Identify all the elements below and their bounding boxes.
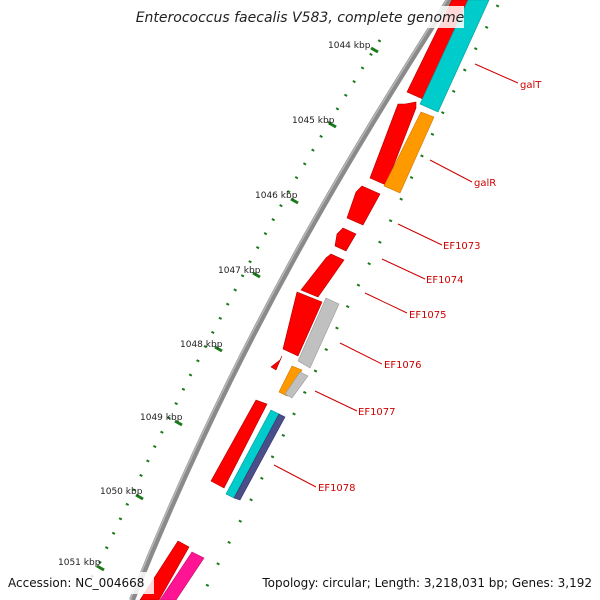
feature-navy-EF1078 bbox=[233, 413, 286, 501]
feature-grey-EF1077 bbox=[284, 371, 309, 399]
kbp-label-1051: 1051 kbp bbox=[58, 558, 101, 568]
cds-EF1078 bbox=[210, 399, 268, 489]
feature-grey-EF1076 bbox=[297, 297, 340, 369]
gene-label-EF1077: EF1077 bbox=[358, 407, 396, 418]
scale-ring-dots bbox=[88, 39, 382, 581]
forward-cds-track bbox=[139, 0, 477, 600]
kbp-label-1049: 1049 kbp bbox=[140, 413, 183, 423]
accession-text: Accession: NC_004668 bbox=[8, 576, 144, 590]
cds-EF1077 bbox=[270, 355, 283, 371]
kbp-label-1046: 1046 kbp bbox=[255, 191, 298, 201]
gene-label-EF1076: EF1076 bbox=[384, 360, 422, 371]
cds-EF1073 bbox=[346, 185, 381, 226]
gene-label-EF1078: EF1078 bbox=[318, 483, 356, 494]
feature-orange-EF1077 bbox=[278, 365, 303, 397]
feature-teal bbox=[419, 0, 490, 113]
kbp-label-1045: 1045 kbp bbox=[292, 116, 335, 126]
kbp-label-1048: 1048 kbp bbox=[180, 340, 223, 350]
leader-lines bbox=[273, 63, 519, 488]
kbp-label-1050: 1050 kbp bbox=[100, 487, 143, 497]
kbp-ticks bbox=[96, 46, 379, 572]
kbp-label-1044: 1044 kbp bbox=[328, 41, 371, 51]
gene-label-galR: galR bbox=[474, 178, 496, 189]
cds-EF1075 bbox=[300, 253, 345, 298]
feature-orange-galR bbox=[383, 111, 435, 194]
topology-backdrop bbox=[256, 572, 596, 594]
backbone-arc bbox=[129, 0, 453, 600]
kbp-label-1047: 1047 kbp bbox=[218, 266, 261, 276]
gene-label-EF1075: EF1075 bbox=[409, 310, 447, 321]
accession-backdrop bbox=[4, 572, 154, 594]
title-backdrop bbox=[138, 6, 464, 28]
gene-label-EF1073: EF1073 bbox=[443, 241, 481, 252]
outer-tick-ring bbox=[203, 4, 500, 591]
second-track bbox=[159, 0, 490, 600]
feature-magenta bbox=[159, 551, 205, 600]
topology-text: Topology: circular; Length: 3,218,031 bp… bbox=[261, 576, 592, 590]
gene-label-EF1074: EF1074 bbox=[426, 275, 464, 286]
cds-EF1076 bbox=[282, 291, 323, 357]
cds-EF1074 bbox=[334, 227, 357, 252]
gene-label-galT: galT bbox=[520, 80, 542, 91]
map-title: Enterococcus faecalis V583, complete gen… bbox=[136, 10, 465, 26]
